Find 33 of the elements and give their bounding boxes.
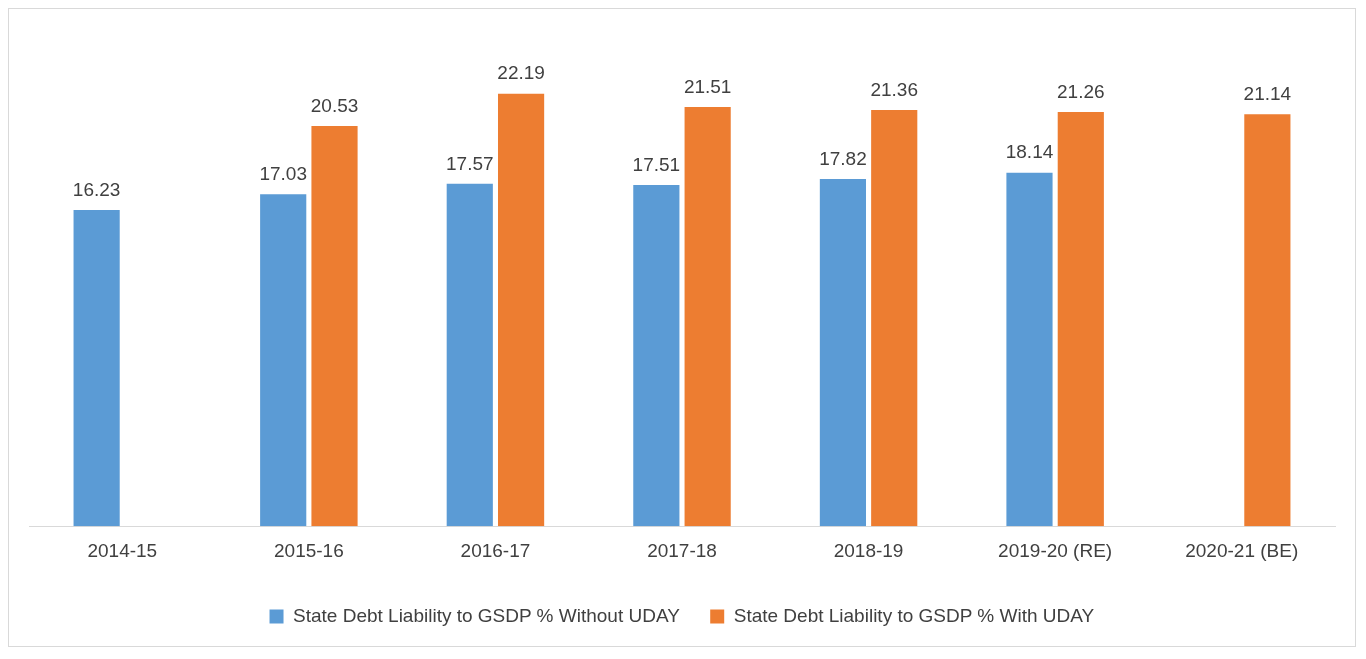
x-tick-label: 2015-16	[273, 539, 344, 561]
bar	[633, 184, 680, 527]
data-label: 17.57	[446, 152, 494, 174]
x-tick-label: 2018-19	[833, 539, 904, 561]
bar	[871, 109, 918, 527]
data-label: 21.26	[1057, 80, 1105, 102]
x-tick-label: 2014-15	[87, 539, 158, 561]
data-label: 17.51	[632, 153, 681, 175]
x-tick-label: 2017-18	[647, 539, 717, 561]
bar	[311, 126, 358, 527]
legend-label: State Debt Liability to GSDP % With UDAY	[733, 604, 1095, 626]
bar	[497, 93, 545, 527]
x-tick-label: 2016-17	[460, 539, 531, 561]
data-label: 21.51	[683, 75, 732, 97]
data-label: 21.14	[1243, 82, 1292, 104]
bar	[1057, 111, 1104, 527]
data-label: 21.36	[870, 78, 918, 100]
data-label: 20.53	[310, 94, 359, 116]
bar	[819, 178, 867, 527]
legend-label: State Debt Liability to GSDP % Without UDAY	[293, 604, 681, 626]
x-tick-label: 2020-21 (BE)	[1185, 539, 1299, 561]
data-label: 17.03	[259, 163, 307, 185]
data-label: 16.23	[72, 178, 121, 200]
data-label: 22.19	[497, 62, 545, 84]
data-label: 18.14	[1005, 141, 1054, 163]
data-label: 17.82	[819, 147, 867, 169]
bar	[446, 183, 493, 527]
bar	[73, 209, 120, 527]
bar	[684, 107, 731, 527]
bar	[1006, 172, 1053, 527]
bar	[1244, 114, 1291, 527]
bar	[260, 194, 307, 527]
x-tick-label: 2019-20 (RE)	[998, 539, 1113, 561]
